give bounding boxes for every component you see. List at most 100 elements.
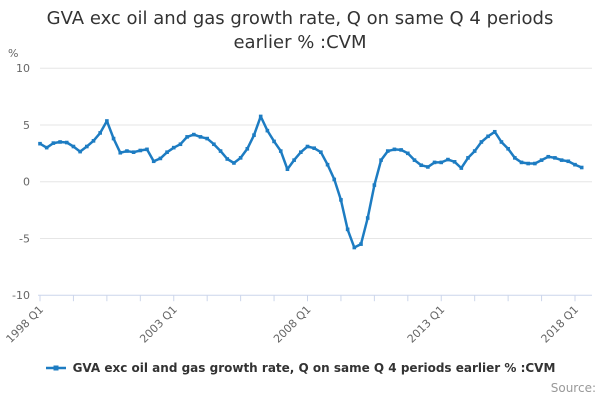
data-point-marker[interactable] [359, 242, 363, 246]
legend-item[interactable]: GVA exc oil and gas growth rate, Q on sa… [0, 361, 600, 375]
data-point-marker[interactable] [285, 167, 290, 172]
y-axis-tick-label: -10 [12, 289, 30, 302]
data-point-marker[interactable] [205, 136, 209, 141]
x-axis-tick-label: 2003 Q1 [137, 303, 180, 346]
data-point-marker[interactable] [372, 183, 377, 187]
data-point-marker[interactable] [446, 157, 450, 162]
data-point-marker[interactable] [412, 158, 417, 162]
x-axis-tick-label: 2013 Q1 [405, 303, 448, 346]
data-point-marker[interactable] [151, 159, 156, 164]
data-point-marker[interactable] [492, 129, 497, 134]
data-point-marker[interactable] [198, 135, 203, 139]
x-axis-tick-label: 2008 Q1 [271, 303, 314, 346]
data-point-marker[interactable] [526, 161, 530, 166]
data-point-marker[interactable] [479, 140, 484, 144]
data-point-marker[interactable] [258, 114, 263, 119]
x-axis-tick-label: 2018 Q1 [539, 303, 582, 346]
data-point-marker[interactable] [212, 142, 216, 147]
legend-label: GVA exc oil and gas growth rate, Q on sa… [72, 361, 556, 375]
data-point-marker[interactable] [392, 147, 397, 152]
data-point-marker[interactable] [325, 162, 330, 167]
data-point-marker[interactable] [519, 160, 524, 165]
data-point-marker[interactable] [111, 136, 116, 141]
legend-line-marker-icon [45, 365, 66, 371]
data-point-marker[interactable] [385, 149, 390, 153]
data-point-marker[interactable] [319, 150, 323, 154]
data-point-marker[interactable] [546, 154, 551, 159]
data-point-marker[interactable] [185, 135, 189, 139]
data-point-marker[interactable] [245, 146, 250, 151]
data-point-marker[interactable] [539, 158, 544, 162]
y-axis-tick-label: 5 [23, 119, 30, 132]
data-point-marker[interactable] [252, 133, 256, 137]
data-point-marker[interactable] [138, 148, 143, 153]
data-point-marker[interactable] [466, 156, 470, 160]
data-point-marker[interactable] [419, 163, 423, 168]
data-point-marker[interactable] [131, 150, 136, 154]
data-point-marker[interactable] [218, 149, 223, 153]
data-point-marker[interactable] [332, 177, 337, 182]
chart-title: GVA exc oil and gas growth rate, Q on sa… [0, 7, 600, 55]
data-point-marker[interactable] [272, 139, 276, 144]
data-point-marker[interactable] [292, 158, 296, 162]
data-point-marker[interactable] [513, 156, 517, 160]
data-point-marker[interactable] [365, 216, 370, 220]
data-point-marker[interactable] [91, 139, 96, 143]
data-point-marker[interactable] [192, 132, 196, 137]
data-point-marker[interactable] [158, 156, 163, 161]
data-point-marker[interactable] [506, 146, 510, 151]
data-point-marker[interactable] [399, 148, 403, 152]
data-point-marker[interactable] [85, 144, 89, 149]
x-axis-tick-label: 1998 Q1 [4, 303, 47, 346]
data-point-marker[interactable] [573, 162, 577, 167]
data-point-marker[interactable] [426, 165, 430, 169]
data-point-marker[interactable] [178, 142, 183, 147]
data-point-marker[interactable] [51, 141, 56, 145]
data-point-marker[interactable] [439, 160, 444, 165]
data-point-marker[interactable] [406, 151, 410, 156]
data-point-marker[interactable] [64, 140, 69, 145]
data-point-marker[interactable] [232, 161, 236, 165]
data-point-marker[interactable] [459, 166, 464, 170]
chart-title-line-1: GVA exc oil and gas growth rate, Q on sa… [46, 8, 554, 29]
y-axis-tick-label: -5 [19, 232, 30, 245]
data-point-marker[interactable] [352, 245, 357, 250]
data-point-marker[interactable] [566, 159, 571, 164]
data-point-marker[interactable] [38, 141, 42, 146]
y-axis-unit-label: % [8, 47, 19, 60]
source-label: Source: [550, 381, 596, 395]
data-point-marker[interactable] [145, 147, 149, 152]
data-line[interactable] [38, 115, 583, 249]
data-point-marker[interactable] [58, 140, 62, 144]
data-point-marker[interactable] [165, 150, 169, 154]
data-point-marker[interactable] [118, 150, 123, 155]
data-point-marker[interactable] [432, 160, 437, 165]
data-point-marker[interactable] [553, 156, 557, 160]
data-point-marker[interactable] [125, 149, 129, 153]
data-point-marker[interactable] [452, 160, 457, 164]
data-point-marker[interactable] [238, 156, 243, 160]
data-point-marker[interactable] [559, 158, 564, 162]
data-point-marker[interactable] [105, 119, 109, 123]
data-point-marker[interactable] [579, 165, 584, 170]
data-point-marker[interactable] [78, 149, 82, 154]
data-point-marker[interactable] [278, 149, 283, 153]
data-point-marker[interactable] [171, 145, 176, 150]
data-point-marker[interactable] [225, 157, 230, 161]
data-point-marker[interactable] [486, 134, 490, 139]
data-point-marker[interactable] [379, 158, 383, 162]
data-point-marker[interactable] [98, 131, 102, 135]
data-point-marker[interactable] [71, 144, 76, 149]
data-point-marker[interactable] [472, 149, 477, 153]
data-point-marker[interactable] [299, 150, 303, 154]
data-point-marker[interactable] [305, 144, 310, 149]
chart-title-line-2: earlier % :CVM [233, 32, 367, 53]
data-point-marker[interactable] [265, 128, 270, 133]
data-point-marker[interactable] [44, 145, 49, 150]
data-point-marker[interactable] [339, 198, 343, 202]
data-point-marker[interactable] [312, 146, 316, 151]
data-point-marker[interactable] [345, 227, 350, 232]
data-point-marker[interactable] [533, 161, 537, 166]
data-point-marker[interactable] [499, 140, 504, 144]
